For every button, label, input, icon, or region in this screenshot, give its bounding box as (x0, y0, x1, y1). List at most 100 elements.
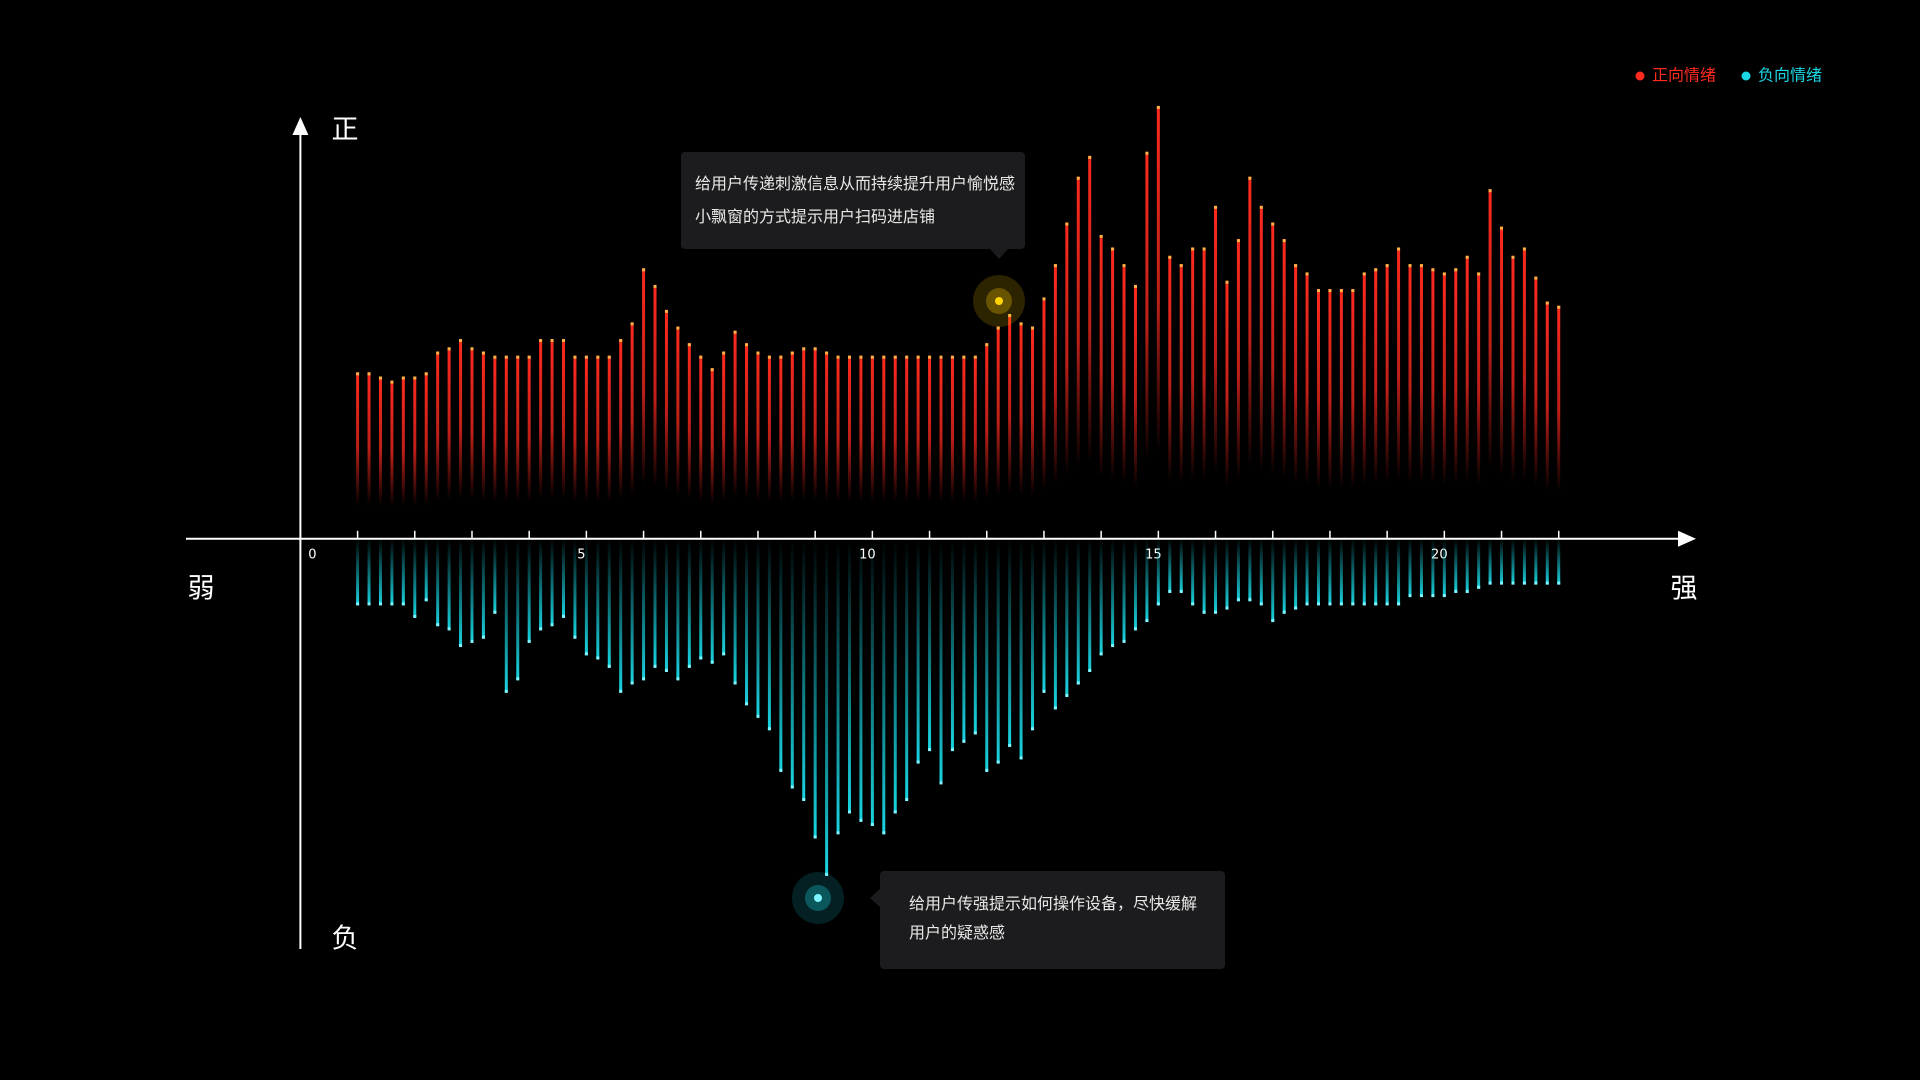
bar (356, 372, 360, 539)
bar (1145, 151, 1149, 539)
bar-tip (459, 644, 463, 648)
bar (1465, 538, 1469, 593)
bar (985, 538, 989, 772)
bar (470, 347, 474, 539)
bar-tip (1248, 176, 1252, 180)
axis-label-top: 正 (332, 115, 359, 146)
bar-tip (1236, 239, 1240, 243)
bar-tip (1133, 284, 1137, 288)
bar (1477, 272, 1481, 539)
bar-tip (1477, 585, 1481, 589)
bar (1465, 255, 1469, 539)
bar-tip (836, 355, 840, 359)
bar-tip (802, 798, 806, 802)
bar-tip (1271, 619, 1275, 623)
bar (1271, 538, 1275, 623)
bar (493, 538, 497, 614)
bar-tip (699, 355, 703, 359)
bar (1031, 326, 1035, 539)
bar (573, 538, 577, 639)
bar-tip (1408, 594, 1412, 598)
bar-tip (1111, 247, 1115, 251)
bar-tip (1305, 272, 1309, 276)
bar (939, 355, 943, 539)
bar (436, 351, 440, 539)
bar-tip (516, 355, 520, 359)
bar (756, 351, 760, 539)
bar (1076, 176, 1080, 539)
bar-tip (619, 339, 623, 343)
bar (424, 372, 428, 539)
bar-tip (1351, 602, 1355, 606)
bar (1156, 538, 1160, 606)
bar (1545, 301, 1549, 539)
bar (459, 538, 463, 648)
bar (1419, 538, 1423, 598)
bar (928, 538, 932, 752)
bar (802, 538, 806, 802)
bar (356, 538, 360, 606)
bar-tip (1328, 602, 1332, 606)
bar-tip (893, 355, 897, 359)
bar (859, 538, 863, 822)
bar (893, 538, 897, 814)
bar (1385, 538, 1389, 606)
bar (733, 330, 737, 539)
bar-tip (1225, 606, 1229, 610)
bar-tip (847, 810, 851, 814)
bar (378, 538, 382, 606)
bar (1511, 538, 1515, 585)
bar-tip (756, 714, 760, 718)
bar-tip (653, 284, 657, 288)
bar (1111, 247, 1115, 539)
bar (1099, 234, 1103, 539)
bar-tip (813, 835, 817, 839)
bar-tip (413, 614, 417, 618)
highlight-dot (814, 894, 822, 902)
bar-tip (1511, 255, 1515, 259)
bar (745, 343, 749, 539)
bar-tip (1408, 264, 1412, 268)
bar (1076, 538, 1080, 685)
bar-tip (847, 355, 851, 359)
bar-tip (1065, 222, 1069, 226)
bar (1419, 264, 1423, 539)
bar (1111, 538, 1115, 648)
bar-tip (687, 343, 691, 347)
bar (1145, 538, 1149, 623)
bar (550, 339, 554, 539)
bar (939, 538, 943, 785)
bar-tip (1133, 627, 1137, 631)
bar-tip (733, 330, 737, 334)
bar-tip (973, 731, 977, 735)
bar-tip (390, 380, 394, 384)
bar (1042, 297, 1046, 539)
bar-tip (356, 372, 360, 376)
bar (1305, 272, 1309, 539)
bar (1397, 247, 1401, 539)
bar-tip (1053, 264, 1057, 268)
bar-tip (985, 768, 989, 772)
bar (584, 355, 588, 539)
bar-tip (1362, 272, 1366, 276)
bar (882, 355, 886, 539)
bar-tip (378, 376, 382, 380)
bar-tip (1236, 598, 1240, 602)
bar-tip (1248, 598, 1252, 602)
bar (962, 355, 966, 539)
annotation-line: 给用户传递刺激信息从而持续提升用户愉悦感 (695, 174, 1016, 193)
bar (1065, 222, 1069, 539)
bar (802, 347, 806, 539)
bar (950, 538, 954, 752)
annotation: 给用户传递刺激信息从而持续提升用户愉悦感 小飘窗的方式提示用户扫码进店铺 (681, 152, 1025, 249)
bar (916, 355, 920, 539)
annotation-pointer (990, 249, 1008, 259)
bar-tip (1076, 176, 1080, 180)
bar-tip (1294, 606, 1298, 610)
bar (401, 376, 405, 539)
annotation-pointer (870, 889, 880, 907)
bar (676, 538, 680, 681)
bar-tip (870, 355, 874, 359)
bar (1317, 289, 1320, 539)
